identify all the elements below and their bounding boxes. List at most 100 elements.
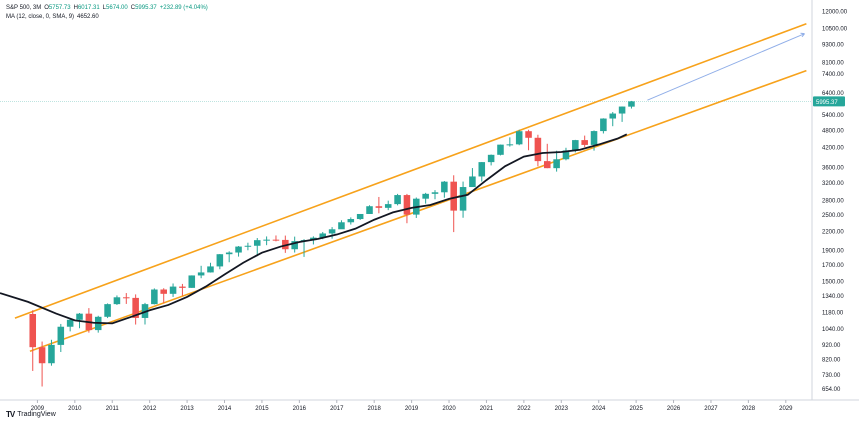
legend-open: 5757.73 — [48, 5, 71, 11]
candle — [38, 341, 46, 387]
x-tick-label: 2013 — [180, 406, 194, 412]
candle — [94, 315, 102, 333]
candle-body — [29, 313, 37, 348]
tradingview-brand-label: TradingView — [17, 411, 56, 418]
candle-body — [487, 154, 495, 163]
candle-body — [572, 140, 579, 151]
candle-body — [366, 206, 373, 214]
candle-body — [347, 219, 355, 223]
candle-body — [207, 266, 214, 273]
candle-body — [553, 159, 560, 169]
candle — [57, 323, 65, 353]
candle-body — [394, 195, 401, 205]
candle-body — [609, 113, 617, 119]
candle-body — [469, 176, 476, 188]
candle — [188, 275, 196, 288]
candle-body — [113, 297, 121, 305]
candle — [515, 129, 523, 146]
x-tick-label: 2021 — [480, 406, 494, 412]
candle-body — [188, 275, 196, 288]
candle-body — [169, 286, 177, 294]
candle — [478, 161, 486, 182]
candle — [394, 193, 401, 206]
candle-body — [328, 229, 336, 234]
tradingview-branding[interactable]: TV TradingView — [6, 410, 56, 419]
candle — [328, 227, 336, 239]
candle-body — [581, 140, 588, 145]
x-tick-label: 2014 — [218, 406, 232, 412]
candle — [48, 339, 55, 366]
candle — [553, 150, 560, 172]
y-tick-label: 4800.00 — [822, 128, 844, 134]
last-price-tag: 5995.37 — [813, 96, 845, 107]
y-tick-label: 3600.00 — [822, 166, 844, 172]
price-tag-box — [813, 96, 845, 107]
legend-h-label: H — [73, 5, 78, 11]
channel-upper-line — [14, 23, 807, 319]
candle — [132, 294, 139, 325]
candle — [600, 118, 607, 134]
y-tick-label: 654.00 — [822, 387, 841, 393]
candle — [497, 144, 504, 156]
x-tick-label: 2018 — [368, 406, 382, 412]
candle-body — [48, 344, 55, 364]
x-tick-label: 2010 — [68, 406, 82, 412]
y-tick-label: 730.00 — [822, 373, 841, 379]
candle-body — [123, 297, 130, 299]
candle — [590, 130, 598, 151]
candle — [235, 246, 242, 257]
candle — [151, 288, 158, 305]
candle — [244, 242, 252, 251]
candle-body — [525, 131, 532, 138]
time-axis: 2009 2010 2011 2012 2013 2014 2015 2016 2017 2018… — [31, 400, 793, 412]
y-tick-label: 1500.00 — [822, 279, 844, 285]
y-tick-label: 2200.00 — [822, 230, 844, 236]
y-tick-label: 3200.00 — [822, 181, 844, 187]
x-tick-label: 2016 — [293, 406, 307, 412]
y-tick-label: 2500.00 — [822, 213, 844, 219]
candle — [272, 235, 280, 242]
candle-body — [291, 241, 298, 250]
candle-body — [543, 161, 551, 169]
y-tick-label: 9300.00 — [822, 42, 844, 48]
legend-c-label: C — [130, 5, 136, 11]
candle — [85, 308, 93, 333]
x-tick-label: 2025 — [629, 406, 643, 412]
y-tick-label: 1900.00 — [822, 249, 844, 255]
chart-legend: S&P 500, 3M O5757.73 H6017.31 L5674.00 C… — [6, 4, 208, 22]
candle — [291, 236, 298, 253]
candle-body — [356, 213, 364, 220]
legend-ma-row: MA (12, close, 0, SMA, 9) 4652.60 — [6, 13, 208, 22]
candle — [506, 137, 514, 147]
legend-ma-value: 4652.60 — [77, 14, 99, 20]
candle-body — [375, 206, 383, 208]
legend-symbol[interactable]: S&P 500, 3M — [6, 5, 42, 11]
candle — [179, 283, 186, 296]
candle-body — [263, 239, 270, 241]
y-tick-label: 4200.00 — [822, 146, 844, 152]
legend-ma-label[interactable]: MA (12, close, 0, SMA, 9) — [6, 14, 75, 20]
y-tick-label: 1180.00 — [822, 310, 844, 316]
candle — [347, 217, 355, 225]
x-tick-label: 2015 — [255, 406, 269, 412]
y-tick-label: 820.00 — [822, 358, 841, 364]
x-tick-label: 2020 — [442, 406, 456, 412]
candle — [487, 154, 495, 166]
x-tick-label: 2022 — [517, 406, 531, 412]
y-tick-label: 920.00 — [822, 343, 841, 349]
candle-body — [450, 181, 457, 211]
moving-average-line — [0, 133, 628, 325]
candle-body — [179, 286, 186, 288]
candle-body — [515, 131, 523, 145]
y-tick-label: 6400.00 — [822, 91, 844, 97]
candle-body — [132, 297, 139, 318]
price-tag-label: 5995.37 — [816, 100, 838, 106]
candle-body — [384, 204, 392, 208]
candle-body — [590, 131, 598, 145]
candle — [141, 302, 149, 325]
candle — [431, 190, 439, 200]
x-tick-label: 2009 — [31, 406, 45, 412]
candle — [66, 318, 74, 332]
candle — [207, 262, 214, 273]
